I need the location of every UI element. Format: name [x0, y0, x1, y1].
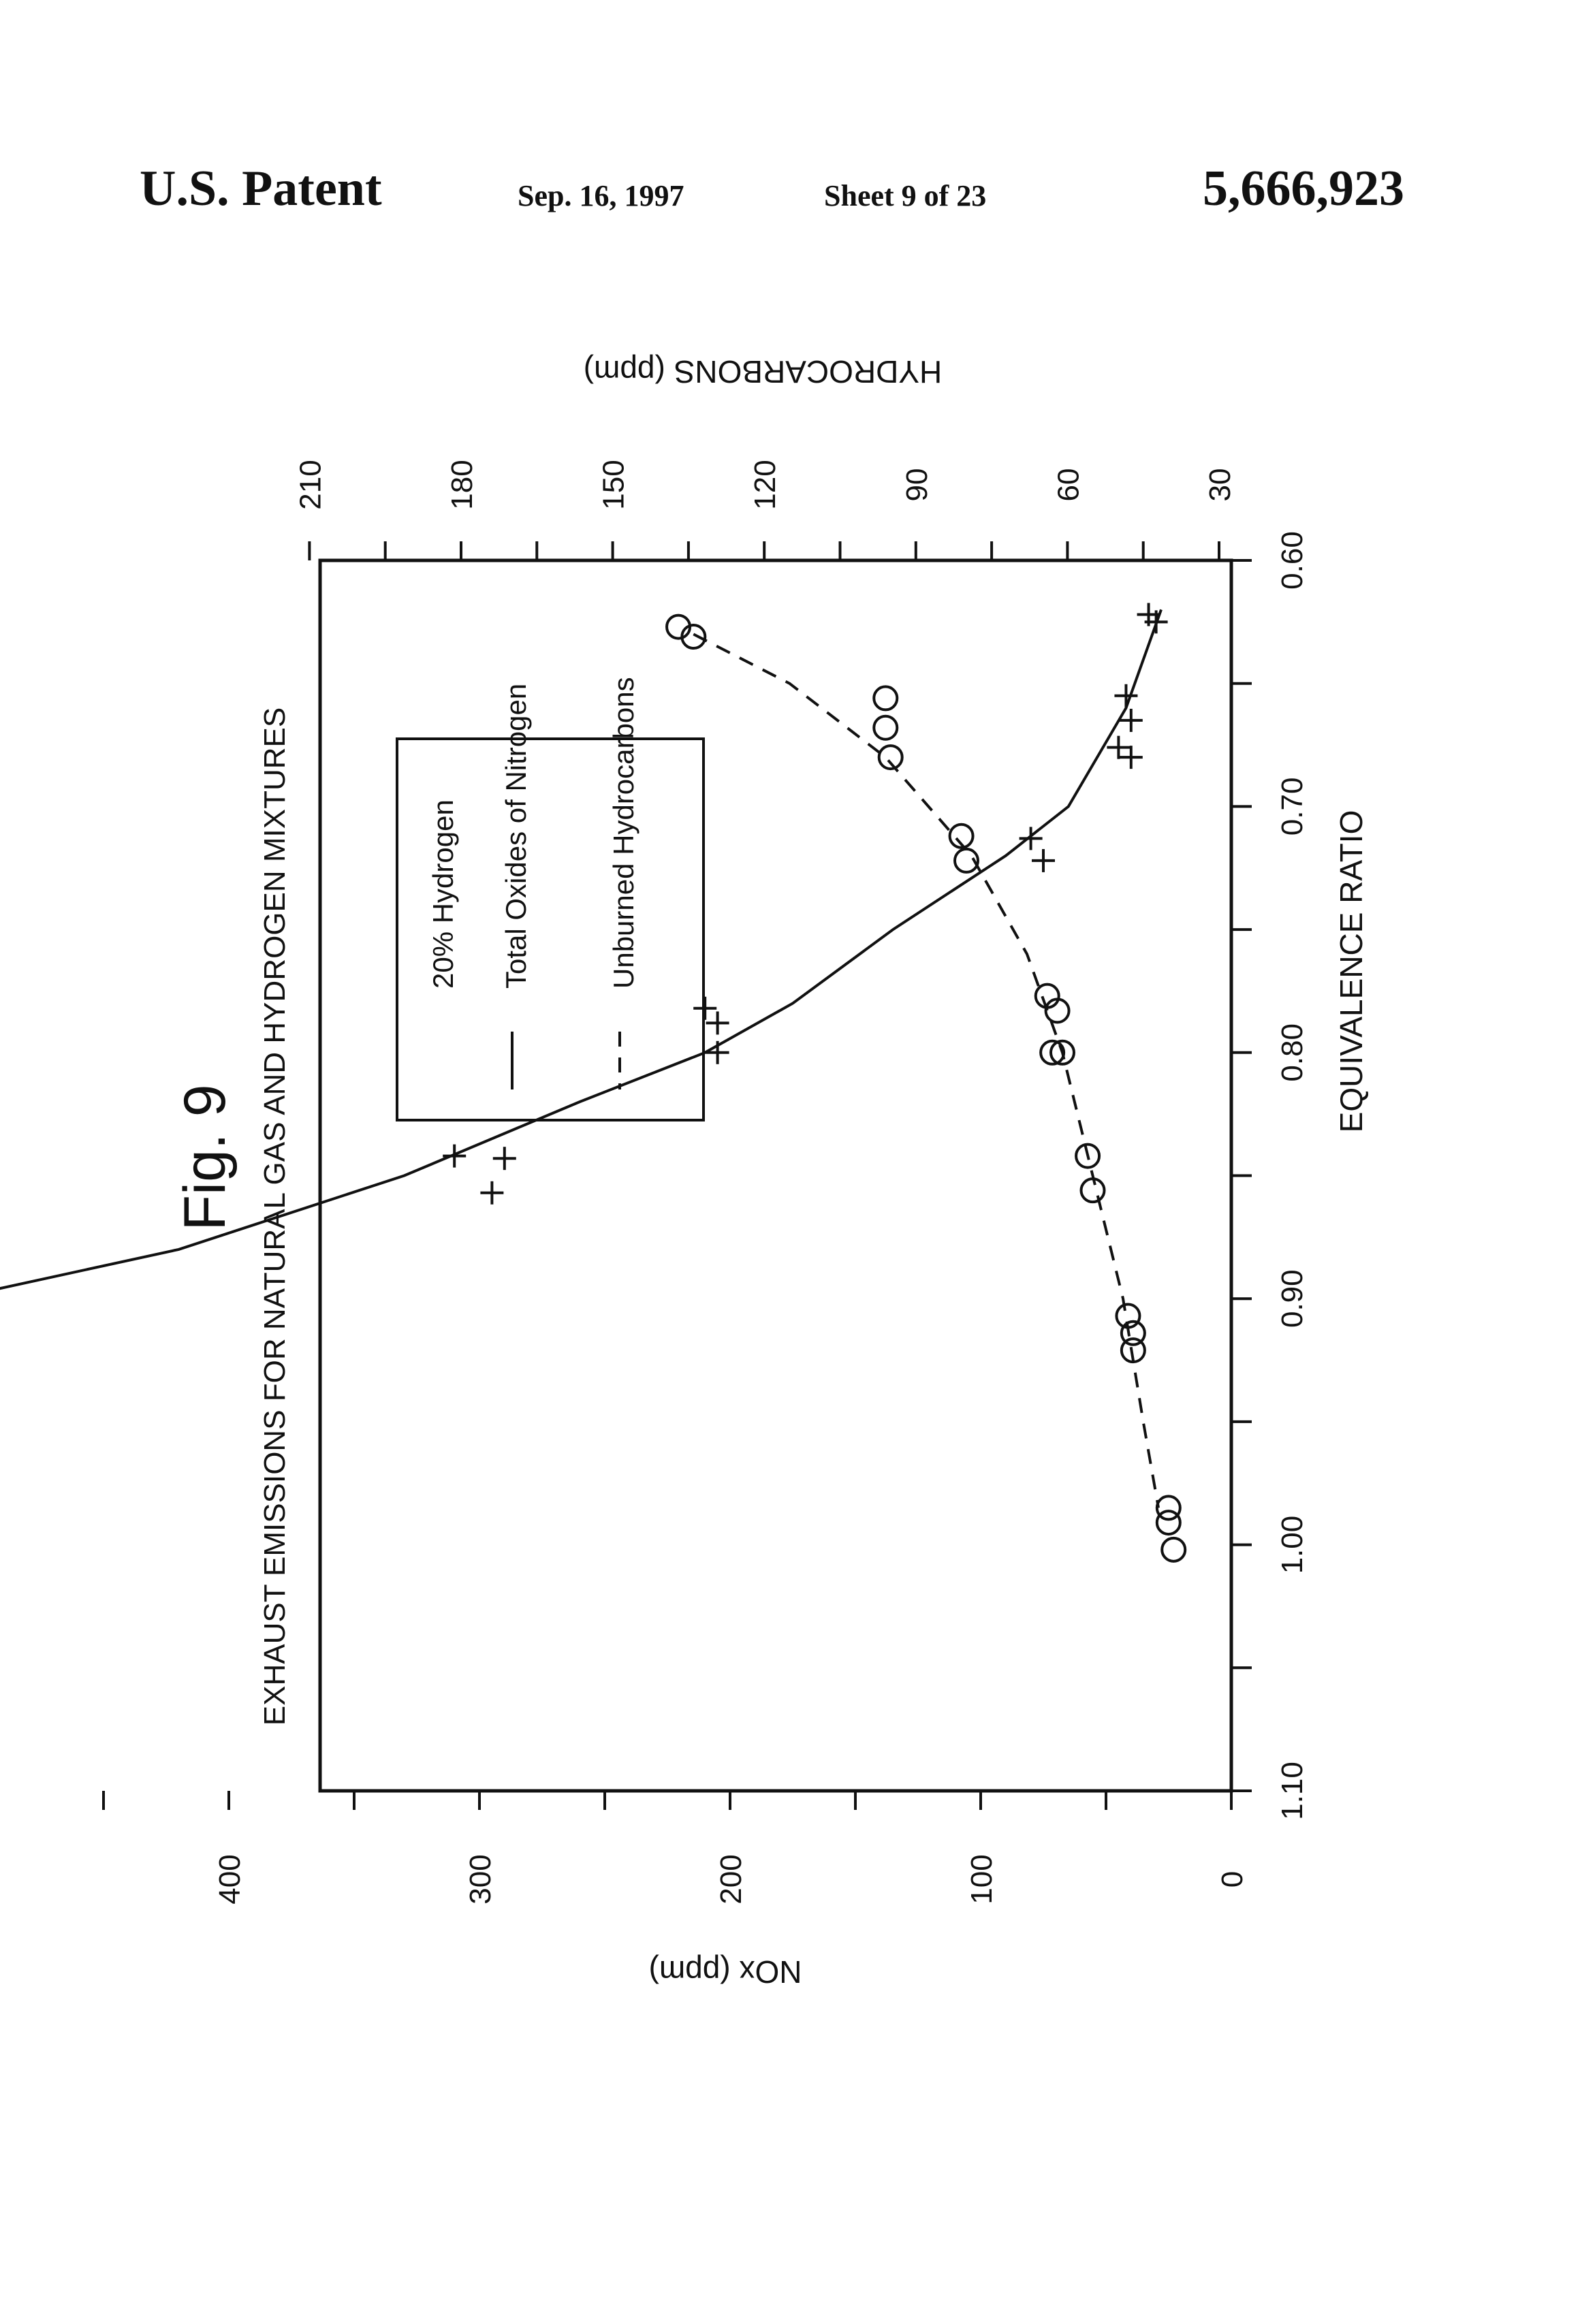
x-axis-ticks: 0.60 0.70 0.80 0.90 1.00 1.10: [1231, 531, 1309, 1820]
y-tick-label: 0: [1216, 1871, 1249, 1888]
x-tick-label: 0.80: [1276, 1023, 1309, 1082]
y-tick-label: 100: [965, 1854, 998, 1904]
y2-tick-label: 210: [294, 460, 327, 509]
y2-tick-label: 60: [1052, 468, 1085, 502]
y2-axis-label: HYDROCARBONS (ppm): [584, 354, 943, 389]
legend-heading: 20% Hydrogen: [427, 799, 459, 989]
y2-tick-label: 180: [445, 460, 479, 509]
nox-point: [706, 1011, 729, 1034]
y-axis-label: NOx (ppm): [649, 1954, 802, 1990]
figure-label: Fig. 9: [172, 1084, 238, 1230]
hc-point: [1081, 1179, 1105, 1202]
legend: 20% Hydrogen Total Oxides of Nitrogen Unbu…: [397, 677, 704, 1120]
nox-point: [1107, 736, 1130, 759]
x-tick-label: 1.10: [1276, 1762, 1309, 1820]
chart-title: EXHAUST EMISSIONS FOR NATURAL GAS AND HY…: [258, 707, 291, 1725]
nox-point: [1032, 849, 1055, 872]
nox-point: [493, 1147, 516, 1170]
y2-tick-label: 30: [1203, 468, 1237, 502]
nox-point: [480, 1181, 503, 1205]
hc-point: [874, 716, 897, 739]
legend-entry-nox: Total Oxides of Nitrogen: [500, 684, 532, 989]
x-axis-label: EQUIVALENCE RATIO: [1333, 810, 1369, 1133]
y-tick-label: 300: [464, 1854, 497, 1904]
y2-tick-label: 150: [597, 460, 631, 509]
hc-points: [667, 616, 1185, 1561]
legend-entry-hc: Unburned Hydrocarbons: [607, 677, 639, 989]
nox-point: [1120, 746, 1143, 769]
hc-point: [1041, 1041, 1064, 1064]
y2-tick-label: 120: [748, 460, 782, 509]
x-tick-label: 1.00: [1276, 1516, 1309, 1574]
y-axis-ticks: 0100200300400500600700800900: [0, 1791, 1249, 1905]
x-tick-label: 0.60: [1276, 531, 1309, 590]
hc-point: [1157, 1511, 1180, 1534]
hc-point: [879, 746, 902, 769]
nox-point: [443, 1145, 466, 1168]
x-tick-label: 0.70: [1276, 778, 1309, 836]
hc-point: [874, 686, 897, 710]
hc-fit-curve: [693, 634, 1158, 1508]
hc-point: [1162, 1538, 1185, 1561]
y2-tick-label: 90: [900, 468, 934, 502]
y-tick-label: 200: [714, 1854, 748, 1904]
y-tick-label: 400: [213, 1854, 247, 1904]
y2-axis-ticks: 30 60 90 120 150 180 210: [294, 460, 1237, 560]
x-tick-label: 0.90: [1276, 1269, 1309, 1328]
nox-point: [706, 1041, 729, 1064]
